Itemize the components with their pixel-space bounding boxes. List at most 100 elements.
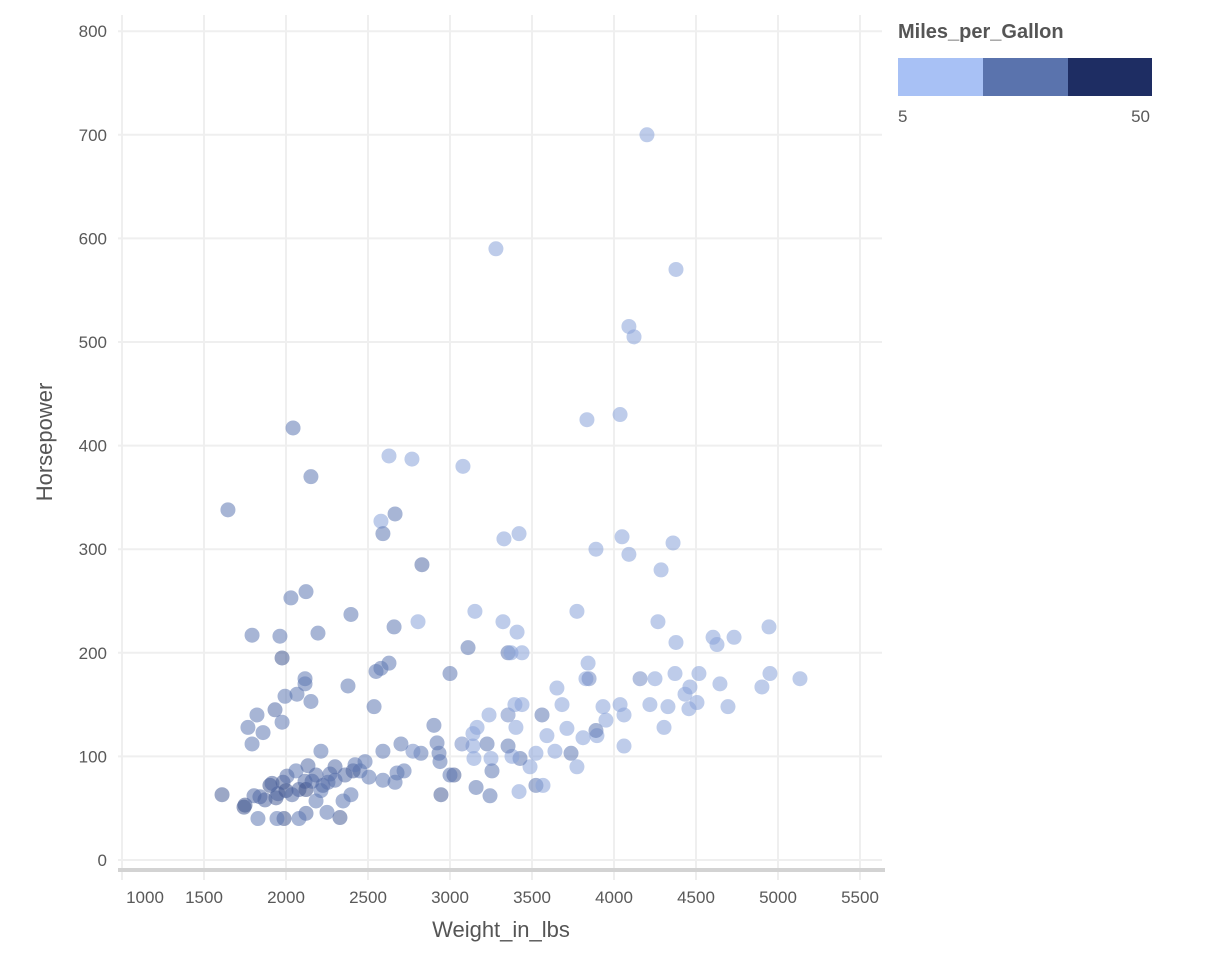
x-tick-label: 5000 bbox=[759, 888, 797, 907]
data-point bbox=[277, 688, 293, 704]
data-point bbox=[442, 666, 458, 682]
data-point bbox=[313, 743, 329, 759]
y-axis-ticks: 0 100 200 300 400 500 600 700 800 bbox=[79, 22, 107, 870]
data-point bbox=[375, 743, 391, 759]
data-point bbox=[285, 420, 301, 436]
data-point bbox=[647, 671, 663, 687]
data-point bbox=[274, 650, 290, 666]
data-point bbox=[283, 590, 299, 606]
y-tick-label: 300 bbox=[79, 540, 107, 559]
data-point bbox=[514, 645, 530, 661]
data-point bbox=[762, 666, 778, 682]
data-point bbox=[479, 736, 495, 752]
data-point bbox=[559, 720, 575, 736]
data-point bbox=[547, 743, 563, 759]
data-point bbox=[665, 535, 681, 551]
data-point bbox=[712, 676, 728, 692]
data-point bbox=[482, 788, 498, 804]
data-point bbox=[621, 546, 637, 562]
data-point bbox=[709, 637, 725, 653]
data-point bbox=[511, 784, 527, 800]
data-point bbox=[274, 714, 290, 730]
data-point bbox=[539, 728, 555, 744]
data-point bbox=[514, 697, 530, 713]
data-point bbox=[466, 750, 482, 766]
x-tick-label: 3000 bbox=[431, 888, 469, 907]
y-tick-label: 500 bbox=[79, 333, 107, 352]
data-point bbox=[677, 686, 693, 702]
data-point bbox=[467, 603, 483, 619]
data-point bbox=[642, 697, 658, 713]
data-point bbox=[429, 735, 445, 751]
data-point bbox=[792, 671, 808, 687]
data-point bbox=[255, 725, 271, 741]
y-tick-label: 400 bbox=[79, 437, 107, 456]
y-tick-label: 100 bbox=[79, 747, 107, 766]
data-point bbox=[579, 412, 595, 428]
data-point bbox=[308, 793, 324, 809]
data-point bbox=[432, 754, 448, 770]
data-point bbox=[616, 738, 632, 754]
data-point bbox=[269, 811, 285, 827]
data-point bbox=[297, 676, 313, 692]
data-points bbox=[214, 127, 808, 827]
data-point bbox=[303, 693, 319, 709]
y-tick-label: 600 bbox=[79, 229, 107, 248]
x-tick-label: 5500 bbox=[841, 888, 879, 907]
data-point bbox=[495, 614, 511, 630]
data-point bbox=[442, 767, 458, 783]
y-axis-title: Horsepower bbox=[32, 383, 57, 502]
data-point bbox=[522, 759, 538, 775]
data-point bbox=[511, 526, 527, 542]
data-point bbox=[720, 699, 736, 715]
x-tick-label: 1500 bbox=[185, 888, 223, 907]
legend-max-label: 50 bbox=[1131, 107, 1150, 126]
data-point bbox=[460, 640, 476, 656]
legend-title: Miles_per_Gallon bbox=[898, 21, 1064, 43]
data-point bbox=[236, 799, 252, 815]
data-point bbox=[726, 629, 742, 645]
data-point bbox=[249, 707, 265, 723]
data-point bbox=[588, 723, 604, 738]
data-point bbox=[410, 614, 426, 630]
data-point bbox=[267, 702, 283, 718]
legend-swatch-mid bbox=[983, 58, 1068, 96]
data-point bbox=[300, 758, 316, 774]
data-point bbox=[468, 779, 484, 795]
data-point bbox=[366, 699, 382, 715]
data-point bbox=[291, 811, 307, 827]
data-point bbox=[483, 750, 499, 766]
data-point bbox=[488, 241, 504, 257]
data-point bbox=[264, 775, 280, 791]
data-point bbox=[569, 603, 585, 619]
data-point bbox=[404, 451, 420, 467]
data-point bbox=[433, 787, 449, 803]
data-point bbox=[250, 811, 266, 827]
data-point bbox=[691, 666, 707, 682]
data-point bbox=[689, 695, 705, 711]
data-point bbox=[214, 787, 230, 803]
data-point bbox=[668, 634, 684, 650]
data-point bbox=[575, 730, 591, 746]
data-point bbox=[465, 726, 481, 742]
data-point bbox=[303, 469, 319, 485]
data-point bbox=[660, 699, 676, 715]
data-point bbox=[373, 513, 389, 529]
x-tick-label: 4500 bbox=[677, 888, 715, 907]
data-point bbox=[528, 745, 544, 761]
data-point bbox=[580, 655, 596, 671]
x-tick-label: 4000 bbox=[595, 888, 633, 907]
data-point bbox=[598, 712, 614, 728]
grid-lines bbox=[118, 15, 882, 868]
data-point bbox=[484, 763, 500, 779]
data-point bbox=[289, 686, 305, 702]
data-point bbox=[454, 736, 470, 752]
data-point bbox=[327, 772, 343, 788]
data-point bbox=[650, 614, 666, 630]
data-point bbox=[386, 619, 402, 635]
color-legend: Miles_per_Gallon 5 50 bbox=[898, 21, 1152, 126]
data-point bbox=[581, 671, 597, 687]
data-point bbox=[375, 526, 391, 542]
data-point bbox=[639, 127, 655, 143]
